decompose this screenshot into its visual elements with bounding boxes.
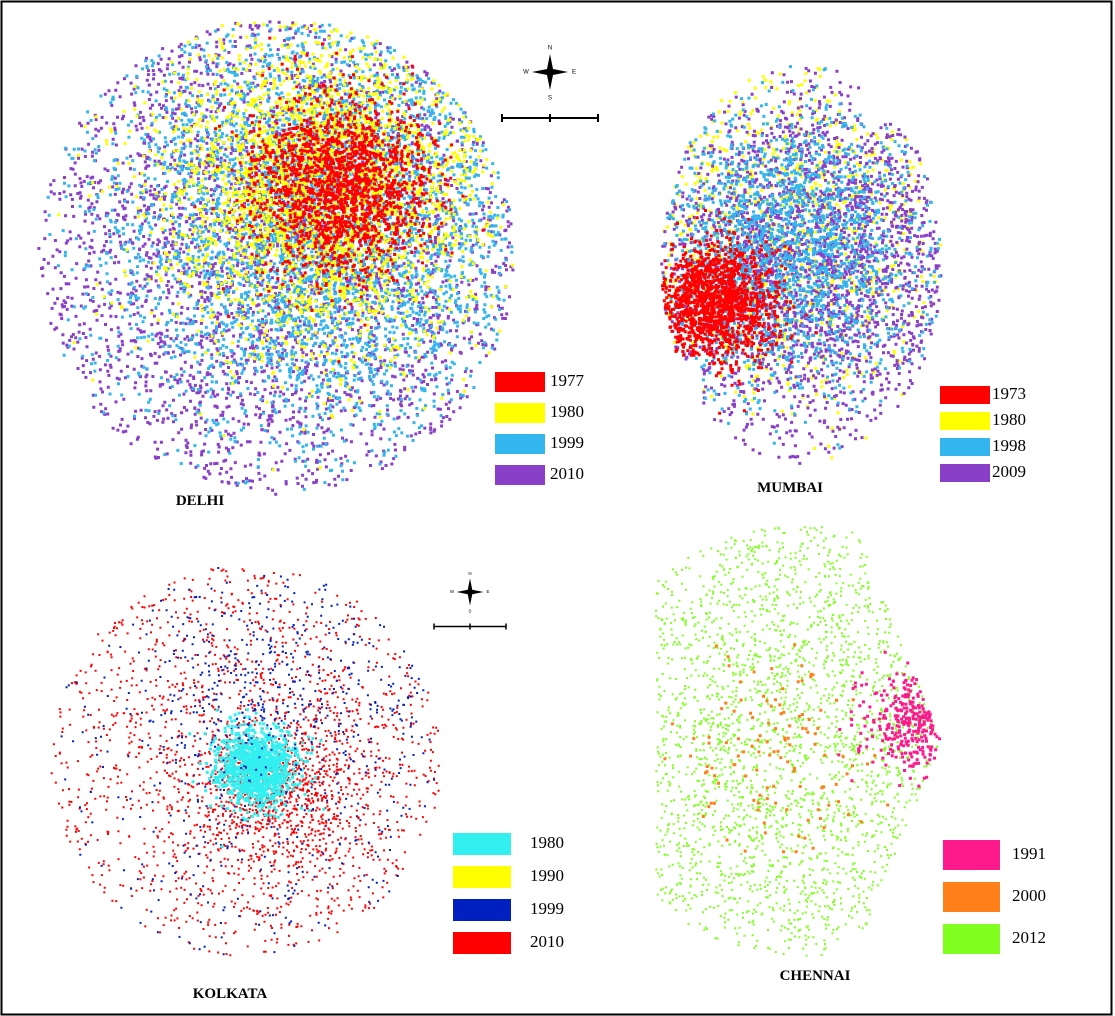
- map-pixels: [46, 23, 514, 491]
- legend-label: 1991: [1012, 844, 1046, 863]
- legend-label: 2010: [530, 932, 564, 951]
- legend-swatch: [453, 833, 511, 855]
- map: [37, 20, 515, 496]
- map-pixels: [188, 708, 326, 848]
- legend-swatch: [940, 438, 990, 456]
- map: [655, 526, 942, 957]
- map-pixels: [158, 657, 405, 928]
- legend-label: 1980: [550, 402, 584, 421]
- legend-label: 2010: [550, 464, 584, 483]
- city-label: DELHI: [176, 493, 225, 509]
- map-pixels: [837, 650, 942, 788]
- legend-swatch: [943, 840, 1000, 870]
- city-label: MUMBAI: [757, 480, 823, 496]
- scale-bar: [433, 623, 507, 630]
- compass-letter: N: [468, 571, 471, 576]
- map-pixels: [662, 65, 941, 450]
- legend-label: 2009: [992, 462, 1026, 481]
- scale-bar: [501, 114, 599, 122]
- map-pixels: [193, 36, 485, 364]
- legend-swatch: [943, 882, 1000, 912]
- legend-swatch: [495, 403, 545, 423]
- legend-label: 2000: [1012, 886, 1046, 905]
- map: [660, 65, 943, 465]
- legend-swatch: [453, 866, 511, 888]
- legend-label: 1980: [992, 410, 1026, 429]
- legend-swatch: [495, 465, 545, 485]
- map-pixels: [37, 20, 515, 496]
- legend-swatch: [940, 464, 990, 482]
- legend-swatch: [940, 412, 990, 430]
- compass: N E S W: [501, 46, 599, 122]
- legend-label: 1990: [530, 866, 564, 885]
- legend-label: 2012: [1012, 928, 1046, 947]
- legend-swatch: [495, 372, 545, 392]
- compass-arrows: [532, 54, 568, 90]
- compass: N E S W: [433, 571, 507, 630]
- compass-arrows: [456, 578, 484, 606]
- legend-label: 1999: [550, 433, 584, 452]
- legend-swatch: [943, 924, 1000, 954]
- compass-letter: S: [548, 96, 552, 102]
- city-label: CHENNAI: [780, 968, 851, 984]
- city-label: KOLKATA: [193, 986, 268, 1002]
- legend-label: 1973: [992, 384, 1026, 403]
- legend-swatch: [453, 932, 511, 954]
- legend-label: 1999: [530, 899, 564, 918]
- legend-swatch: [453, 899, 511, 921]
- compass-letter: W: [523, 70, 529, 76]
- legend-label: 1977: [550, 371, 585, 390]
- legend-swatch: [940, 386, 990, 404]
- legend-swatch: [495, 434, 545, 454]
- compass-letter: N: [548, 46, 552, 52]
- compass-letter: W: [450, 589, 455, 594]
- legend-label: 1998: [992, 436, 1026, 455]
- compass-letter: E: [486, 589, 489, 594]
- legend-label: 1980: [530, 833, 564, 852]
- map-pixels: [661, 209, 818, 415]
- compass-letter: S: [468, 609, 471, 614]
- map: [50, 567, 440, 957]
- compass-letter: E: [572, 70, 576, 76]
